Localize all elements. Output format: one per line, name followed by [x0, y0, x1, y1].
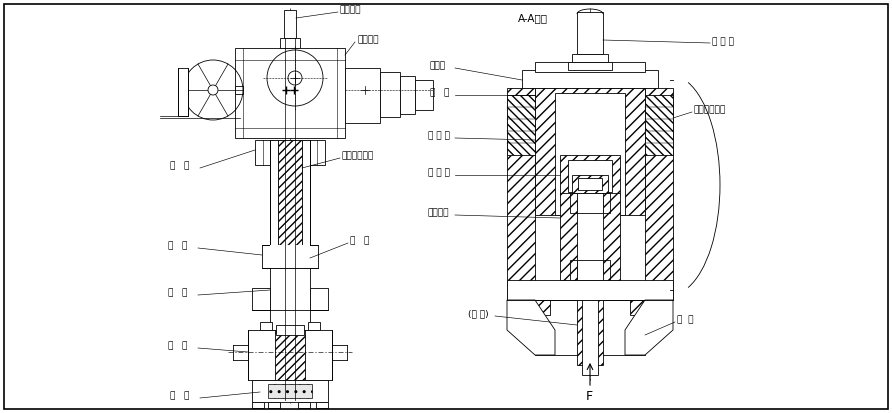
Bar [380, 72, 400, 117]
Bar [302, 140, 310, 245]
Bar [310, 288, 328, 310]
Bar [507, 280, 673, 300]
Bar [284, 10, 296, 38]
Bar [560, 155, 620, 195]
Bar [280, 38, 300, 48]
Text: 阀   杆: 阀 杆 [350, 237, 369, 245]
Text: 极车抽位: 极车抽位 [340, 5, 361, 14]
Text: 输 出 轴: 输 出 轴 [428, 169, 450, 178]
Text: 阀杆螺纹褥令: 阀杆螺纹褥令 [342, 152, 375, 161]
Text: 圆锥滚子轴承: 圆锥滚子轴承 [694, 105, 726, 114]
Text: F: F [586, 391, 593, 404]
Circle shape [288, 71, 302, 85]
Polygon shape [507, 300, 555, 355]
Bar [535, 88, 645, 215]
Bar [268, 384, 312, 398]
Bar [415, 80, 433, 110]
Bar [577, 198, 603, 275]
Bar [645, 95, 673, 155]
Bar [270, 140, 278, 245]
Text: 阀   板: 阀 板 [168, 342, 187, 351]
Text: 锁紧素: 锁紧素 [430, 62, 446, 71]
Bar [572, 54, 608, 62]
Bar [578, 178, 602, 190]
Circle shape [208, 85, 218, 95]
Text: (阀 杆): (阀 杆) [468, 309, 489, 318]
Bar [252, 402, 264, 408]
Bar [577, 193, 603, 213]
Bar [278, 140, 302, 245]
Bar [270, 268, 310, 330]
Bar [298, 402, 310, 408]
Bar [582, 300, 598, 375]
Bar [255, 140, 325, 165]
Bar [555, 93, 625, 215]
Text: 阀 杆 罩: 阀 杆 罩 [712, 38, 734, 47]
Bar [252, 380, 328, 402]
Bar [570, 260, 610, 280]
Bar [235, 48, 345, 138]
Bar [235, 86, 243, 94]
Bar [308, 322, 320, 330]
Text: 电动装置: 电动装置 [357, 36, 378, 45]
Bar [522, 70, 658, 88]
Text: 垫   水: 垫 水 [170, 392, 189, 401]
Bar [276, 325, 304, 335]
Text: 阀   体: 阀 体 [168, 289, 187, 297]
Bar [535, 62, 645, 72]
Bar [522, 300, 550, 315]
Bar [570, 193, 610, 213]
Bar [645, 88, 673, 300]
Bar [268, 402, 280, 408]
Bar [270, 245, 310, 268]
Bar [577, 260, 603, 280]
Bar [577, 300, 603, 365]
Bar [178, 68, 188, 116]
Bar [572, 175, 608, 193]
Bar [560, 193, 620, 280]
Text: 阀杆螺母: 阀杆螺母 [428, 209, 450, 218]
Text: 上   盖: 上 盖 [168, 242, 187, 251]
Bar [507, 88, 535, 300]
Bar [630, 300, 658, 315]
Bar [252, 288, 270, 310]
Bar [275, 330, 305, 380]
Text: A-A放大: A-A放大 [518, 13, 548, 23]
Bar [316, 402, 328, 408]
Bar [260, 322, 272, 330]
Bar [262, 245, 318, 268]
Polygon shape [625, 300, 673, 355]
Text: 箱   盖: 箱 盖 [430, 88, 450, 97]
Bar [568, 160, 612, 192]
Text: 阀  束: 阀 束 [677, 316, 693, 325]
Bar [400, 76, 415, 114]
Bar [568, 62, 612, 70]
Text: 阀   定: 阀 定 [170, 161, 189, 171]
Bar [577, 12, 603, 54]
Bar [507, 95, 535, 155]
Text: 主 销 体: 主 销 体 [428, 131, 450, 140]
Bar [248, 330, 332, 380]
Bar [345, 68, 380, 123]
